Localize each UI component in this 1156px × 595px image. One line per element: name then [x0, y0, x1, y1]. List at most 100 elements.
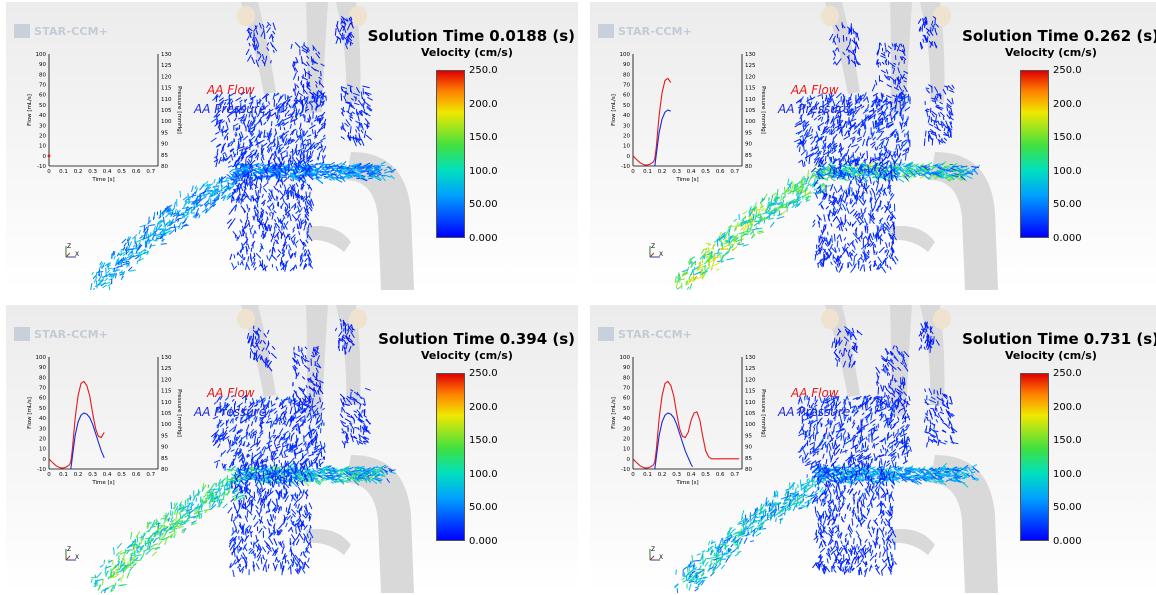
- velocity-vector: [158, 524, 163, 527]
- velocity-vector: [302, 195, 306, 200]
- velocity-vector: [853, 253, 858, 258]
- velocity-vector: [830, 223, 833, 227]
- velocity-vector: [226, 478, 233, 481]
- velocity-vector: [284, 209, 291, 216]
- velocity-vector: [890, 114, 893, 121]
- velocity-vector: [234, 161, 241, 168]
- velocity-vector: [731, 244, 735, 249]
- velocity-vector: [869, 196, 872, 203]
- velocity-vector: [867, 161, 875, 167]
- velocity-vector: [936, 127, 940, 131]
- velocity-vector: [127, 254, 135, 261]
- velocity-vector: [872, 131, 875, 137]
- velocity-vector: [945, 85, 949, 91]
- velocity-vector: [731, 238, 734, 242]
- velocity-vector: [150, 230, 156, 237]
- velocity-vector: [893, 167, 896, 171]
- velocity-vector: [192, 207, 196, 211]
- velocity-vector: [314, 162, 318, 166]
- velocity-vector: [742, 211, 748, 215]
- velocity-vector: [721, 248, 729, 251]
- velocity-vector: [259, 168, 264, 171]
- velocity-vector: [226, 113, 232, 118]
- velocity-vector: [949, 178, 955, 181]
- velocity-vector: [146, 545, 150, 550]
- velocity-vector: [282, 121, 289, 127]
- velocity-vector: [868, 264, 872, 269]
- velocity-vector: [274, 222, 277, 229]
- velocity-vector: [156, 219, 163, 225]
- velocity-vector: [948, 110, 953, 116]
- velocity-vector: [802, 142, 805, 151]
- velocity-vector: [309, 143, 314, 147]
- velocity-vector: [856, 212, 861, 220]
- velocity-vector: [824, 142, 827, 149]
- velocity-vector: [261, 53, 265, 60]
- velocity-vector: [231, 262, 235, 268]
- velocity-vector: [298, 170, 303, 174]
- velocity-vector: [277, 161, 282, 168]
- velocity-vector: [945, 164, 952, 167]
- velocity-vector: [258, 169, 264, 174]
- velocity-vector: [266, 164, 271, 168]
- velocity-vector: [810, 146, 818, 152]
- velocity-vector: [129, 556, 137, 563]
- velocity-vector: [770, 198, 773, 207]
- velocity-vector: [882, 98, 889, 104]
- velocity-vector: [891, 150, 897, 158]
- velocity-vector: [930, 118, 938, 124]
- y-left-tick-label: 10: [623, 144, 630, 150]
- velocity-vector: [304, 257, 308, 263]
- velocity-vector: [890, 242, 894, 250]
- velocity-vector: [833, 196, 839, 203]
- velocity-vector: [281, 196, 285, 203]
- velocity-vector: [114, 273, 117, 279]
- velocity-vector: [365, 102, 371, 107]
- velocity-vector: [257, 213, 259, 218]
- velocity-vector: [213, 191, 217, 197]
- velocity-vector: [810, 96, 816, 101]
- velocity-vector: [883, 173, 886, 181]
- velocity-vector: [845, 148, 850, 157]
- velocity-vector: [112, 571, 116, 577]
- velocity-vector: [735, 221, 739, 229]
- velocity-vector: [903, 139, 909, 146]
- velocity-vector: [249, 135, 256, 142]
- velocity-vector: [366, 172, 372, 176]
- velocity-vector: [229, 253, 233, 261]
- velocity-vector: [896, 97, 899, 102]
- y-left-tick-label: 100: [620, 52, 631, 58]
- velocity-vector: [228, 98, 233, 102]
- velocity-vector: [267, 169, 275, 175]
- velocity-vector: [707, 252, 712, 256]
- velocity-vector: [859, 212, 865, 218]
- velocity-vector: [752, 213, 755, 221]
- solution-time-label: Solution Time: [962, 27, 1079, 45]
- velocity-vector: [815, 190, 818, 194]
- velocity-vector: [889, 75, 896, 82]
- velocity-vector: [755, 208, 760, 212]
- velocity-vector: [272, 30, 276, 35]
- velocity-vector: [813, 159, 817, 164]
- velocity-vector: [127, 242, 130, 246]
- velocity-vector: [959, 176, 968, 182]
- velocity-vector: [927, 161, 933, 166]
- velocity-vector: [926, 36, 929, 41]
- velocity-vector: [272, 49, 275, 53]
- velocity-vector: [352, 92, 360, 96]
- velocity-vector: [194, 508, 200, 512]
- velocity-vector: [270, 121, 273, 127]
- simulation-panel-2: STAR-CCM+ Solution Time 0.262 (s) Velocit…: [590, 2, 1156, 290]
- velocity-vector: [795, 100, 801, 104]
- velocity-vector: [235, 107, 241, 115]
- velocity-vector: [842, 203, 847, 211]
- velocity-vector: [350, 97, 355, 101]
- velocity-vector: [365, 134, 373, 141]
- velocity-vector: [742, 244, 749, 247]
- velocity-vector: [307, 199, 313, 207]
- velocity-vector: [209, 490, 212, 495]
- velocity-vector: [833, 233, 836, 242]
- velocity-vector: [797, 193, 799, 199]
- velocity-vector: [724, 252, 729, 256]
- velocity-vector: [205, 496, 211, 500]
